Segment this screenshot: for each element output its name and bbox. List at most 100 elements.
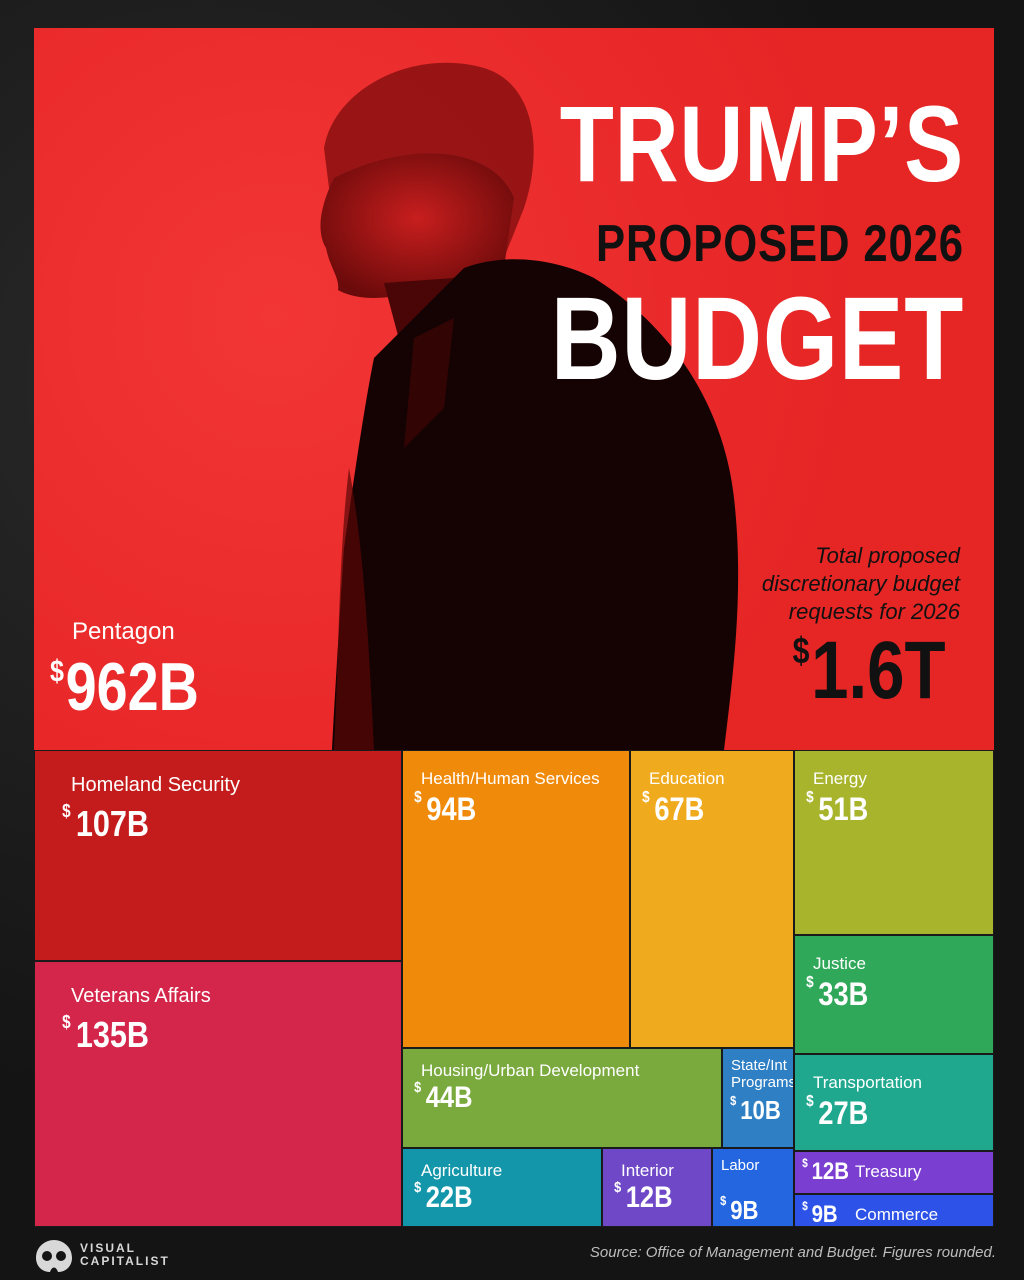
treemap-label-homeland-security: Homeland Security [71, 774, 240, 796]
treemap-value-justice: $33B [806, 974, 869, 1013]
treemap-cell-veterans-affairs: Veterans Affairs $135B [34, 961, 402, 1227]
treemap-label-treasury: Treasury [855, 1162, 922, 1181]
treemap-value-wrap: $135B [62, 1012, 149, 1056]
treemap-value-wrap: $9B [802, 1199, 838, 1227]
treemap-cell-homeland-security: Homeland Security $107B [34, 750, 402, 961]
treemap-cell-labor: Labor $9B [712, 1148, 794, 1227]
treemap-label-veterans-affairs: Veterans Affairs [71, 985, 211, 1007]
currency-symbol: $ [806, 789, 814, 806]
currency-symbol: $ [62, 801, 71, 821]
treemap-value-wrap: $27B [806, 1093, 869, 1132]
treemap-value-pentagon: $962B [50, 648, 199, 726]
treemap-label-agriculture: Agriculture [421, 1161, 503, 1180]
treemap-value-text: 94B [426, 791, 477, 827]
treemap-value-housing-urban-development: $44B [414, 1079, 473, 1115]
currency-symbol: $ [806, 974, 814, 991]
treemap-value-text: 10B [740, 1095, 781, 1125]
treemap-value-health-human-services: $94B [414, 789, 477, 828]
treemap-value-text: 962B [65, 649, 199, 725]
treemap-value-text: 44B [425, 1081, 473, 1114]
treemap-value-wrap: $33B [806, 974, 869, 1013]
title-line-3: BUDGET [550, 273, 964, 405]
brand-line-2: CAPITALIST [80, 1254, 170, 1268]
currency-symbol: $ [720, 1193, 727, 1208]
treemap-label-justice: Justice [813, 954, 866, 973]
treemap-value-labor: $9B [720, 1193, 759, 1226]
treemap-value-text: 135B [75, 1014, 149, 1055]
total-amount: 1.6T [811, 625, 946, 716]
treemap-value-interior: $12B [614, 1179, 673, 1215]
currency-symbol: $ [414, 1179, 422, 1196]
currency-symbol: $ [62, 1012, 71, 1032]
treemap-value-wrap: $94B [414, 789, 477, 828]
treemap-label-housing-urban-development: Housing/Urban Development [421, 1061, 640, 1080]
treemap-value-text: 33B [818, 976, 869, 1012]
treemap-value-wrap: $67B [642, 789, 705, 828]
treemap-value-text: 9B [811, 1201, 838, 1227]
treemap-value-homeland-security: $107B [62, 801, 149, 845]
treemap-value-education: $67B [642, 789, 705, 828]
currency-symbol: $ [614, 1179, 622, 1196]
treemap-value-text: 22B [425, 1181, 473, 1214]
treemap-value-energy: $51B [806, 789, 869, 828]
treemap-value-wrap: $9B [720, 1193, 759, 1226]
treemap-value-commerce: $9B [802, 1199, 838, 1227]
treemap-value-wrap: $22B [414, 1179, 473, 1215]
treemap-cell-justice: Justice $33B [794, 935, 994, 1054]
treemap-label-state-int-programs: State/Int Programs [731, 1057, 794, 1091]
title-line-2: PROPOSED 2026 [596, 215, 964, 273]
treemap-value-text: 27B [818, 1095, 869, 1131]
treemap-cell-state-int-programs: State/Int Programs $10B [722, 1048, 794, 1148]
pentagon-hero-cell: TRUMP’S PROPOSED 2026 BUDGET Total propo… [34, 28, 994, 750]
currency-symbol: $ [414, 1079, 422, 1096]
treemap-cell-commerce: Commerce $9B [794, 1194, 994, 1227]
treemap-label-health-human-services: Health/Human Services [421, 769, 600, 788]
currency-symbol: $ [642, 789, 650, 806]
total-value: $1.6T [793, 624, 946, 718]
treemap-value-transportation: $27B [806, 1093, 869, 1132]
treemap-value-text: 107B [75, 803, 149, 844]
treemap-label-education: Education [649, 769, 725, 788]
treemap-cell-transportation: Transportation $27B [794, 1054, 994, 1151]
treemap-value-agriculture: $22B [414, 1179, 473, 1215]
treemap-value-text: 67B [654, 791, 705, 827]
treemap-label-transportation: Transportation [813, 1073, 922, 1092]
treemap-value-wrap: $12B [802, 1156, 849, 1186]
visual-capitalist-logo-icon [36, 1240, 72, 1272]
treemap-value-wrap: $12B [614, 1179, 673, 1215]
title-line-1: TRUMP’S [559, 83, 964, 204]
treemap-cell-energy: Energy $51B [794, 750, 994, 935]
treemap-label-labor: Labor [721, 1157, 760, 1174]
trump-silhouette-image [320, 62, 739, 750]
currency-symbol: $ [806, 1093, 814, 1110]
treemap-value-wrap: $10B [730, 1093, 781, 1126]
treemap-value-veterans-affairs: $135B [62, 1012, 149, 1056]
treemap-label-pentagon: Pentagon [72, 618, 175, 645]
treemap-value-wrap: $107B [62, 801, 149, 845]
treemap-cell-agriculture: Agriculture $22B [402, 1148, 602, 1227]
treemap-label-commerce: Commerce [855, 1205, 939, 1224]
treemap-value-wrap: $51B [806, 789, 869, 828]
treemap-label-energy: Energy [813, 769, 867, 788]
treemap-cell-health-human-services: Health/Human Services $94B [402, 750, 630, 1048]
treemap-cell-education: Education $67B [630, 750, 794, 1048]
treemap-cell-treasury: Treasury $12B [794, 1151, 994, 1194]
treemap-value-text: 9B [730, 1195, 759, 1225]
currency-symbol: $ [802, 1156, 808, 1170]
treemap-value-text: 12B [625, 1181, 673, 1214]
treemap-value-text: 12B [811, 1158, 849, 1185]
currency-symbol: $ [50, 653, 64, 688]
treemap-cell-housing-urban-development: Housing/Urban Development $44B [402, 1048, 722, 1148]
total-currency: $ [792, 629, 810, 671]
treemap-label-interior: Interior [621, 1161, 674, 1180]
currency-symbol: $ [802, 1199, 808, 1213]
brand-line-1: VISUAL [80, 1241, 137, 1255]
brand-wordmark: VISUAL CAPITALIST [80, 1242, 170, 1268]
treemap-value-wrap: $44B [414, 1079, 473, 1115]
treemap-cell-interior: Interior $12B [602, 1148, 712, 1227]
treemap-value-text: 51B [818, 791, 869, 827]
treemap-value-treasury: $12B [802, 1156, 849, 1186]
currency-symbol: $ [414, 789, 422, 806]
source-note: Source: Office of Management and Budget.… [589, 1244, 996, 1261]
